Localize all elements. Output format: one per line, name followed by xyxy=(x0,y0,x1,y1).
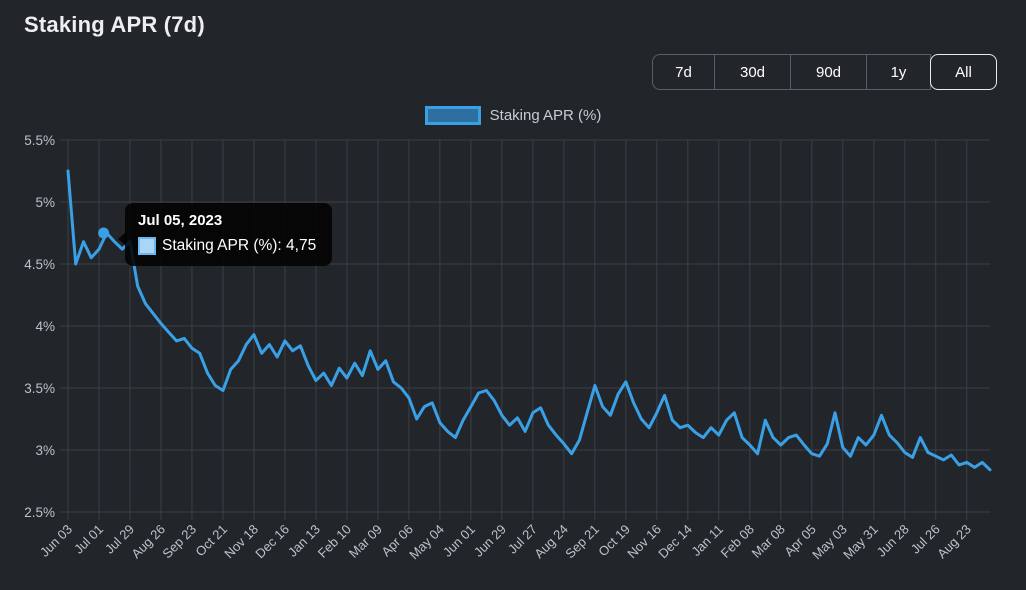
page-title: Staking APR (7d) xyxy=(24,12,205,37)
legend-swatch-icon xyxy=(424,106,481,125)
tooltip-date: Jul 05, 2023 xyxy=(138,212,223,229)
svg-text:Feb 10: Feb 10 xyxy=(315,522,354,561)
svg-text:Mar 08: Mar 08 xyxy=(749,522,788,561)
svg-text:5%: 5% xyxy=(35,195,55,210)
svg-text:Aug 24: Aug 24 xyxy=(531,522,571,562)
tooltip-series-row: Staking APR (%): 4,75 xyxy=(138,237,316,255)
svg-text:Nov 18: Nov 18 xyxy=(221,522,261,562)
tooltip-caret xyxy=(118,232,126,246)
svg-text:5.5%: 5.5% xyxy=(24,133,55,148)
svg-text:Nov 16: Nov 16 xyxy=(624,522,664,562)
svg-text:Mar 09: Mar 09 xyxy=(346,522,385,561)
svg-text:Jun 28: Jun 28 xyxy=(874,522,912,560)
svg-text:Sep 23: Sep 23 xyxy=(159,522,199,562)
legend-label: Staking APR (%) xyxy=(489,107,602,124)
svg-text:Aug 26: Aug 26 xyxy=(128,522,168,562)
legend[interactable]: Staking APR (%) xyxy=(0,106,1026,125)
svg-text:4%: 4% xyxy=(35,319,55,334)
tooltip-series-swatch-icon xyxy=(138,237,156,255)
svg-text:2.5%: 2.5% xyxy=(24,505,55,520)
tooltip-series-value: Staking APR (%): 4,75 xyxy=(162,237,317,254)
svg-text:Dec 16: Dec 16 xyxy=(252,522,292,562)
svg-text:May 31: May 31 xyxy=(840,522,881,563)
svg-text:Feb 08: Feb 08 xyxy=(718,522,757,561)
svg-text:3.5%: 3.5% xyxy=(24,381,55,396)
svg-text:Dec 14: Dec 14 xyxy=(655,522,695,562)
range-selector: 7d 30d 90d 1y All xyxy=(652,54,997,90)
svg-text:Aug 23: Aug 23 xyxy=(934,522,974,562)
chart-tooltip: Jul 05, 2023 Staking APR (%): 4,75 xyxy=(118,203,333,266)
svg-text:4.5%: 4.5% xyxy=(24,257,55,272)
svg-text:Sep 21: Sep 21 xyxy=(562,522,602,562)
svg-text:May 04: May 04 xyxy=(406,522,447,563)
range-button-all[interactable]: All xyxy=(930,54,997,90)
svg-text:Jun 01: Jun 01 xyxy=(440,522,478,560)
svg-text:Jun 03: Jun 03 xyxy=(37,522,75,560)
svg-text:Jun 29: Jun 29 xyxy=(471,522,509,560)
svg-text:Jul 01: Jul 01 xyxy=(71,522,106,557)
svg-text:3%: 3% xyxy=(35,443,55,458)
